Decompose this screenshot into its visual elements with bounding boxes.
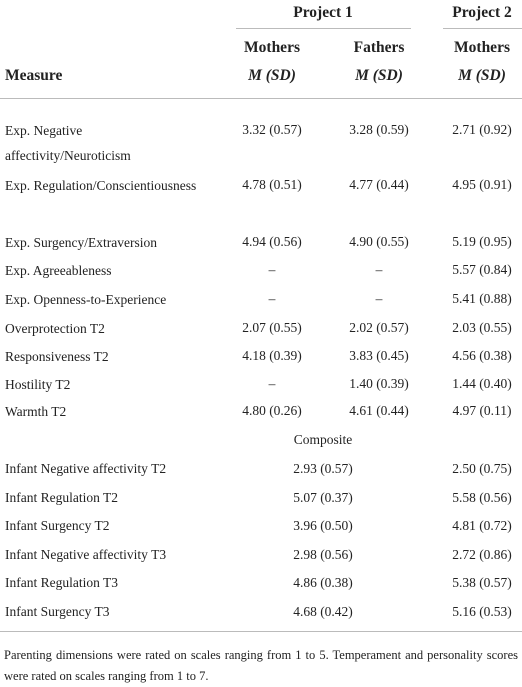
cell: 2.07 (0.55): [242, 320, 302, 335]
row-label: Overprotection T2: [5, 320, 105, 336]
cell: –: [268, 291, 276, 306]
row-label: Infant Surgency T2: [5, 518, 110, 534]
cell: 5.38 (0.57): [452, 575, 512, 591]
cell: 4.97 (0.11): [452, 403, 512, 418]
cell: 5.19 (0.95): [452, 234, 512, 249]
rule: [443, 28, 522, 29]
cell: 4.81 (0.72): [452, 518, 512, 534]
row-label: Infant Surgency T3: [5, 604, 110, 619]
cell: 4.78 (0.51): [242, 177, 302, 192]
row-label: Infant Negative affectivity T3: [5, 546, 167, 562]
cell: 3.96 (0.50): [293, 518, 353, 534]
row-label: Warmth T2: [5, 403, 67, 419]
column-header: Mothers: [454, 39, 510, 56]
row-label: Infant Negative affectivity T2: [5, 461, 167, 476]
cell: 2.98 (0.56): [293, 546, 353, 562]
cell: 2.50 (0.75): [452, 461, 512, 476]
cell: –: [375, 262, 383, 277]
column-header: M (SD): [355, 67, 403, 84]
cell: 3.83 (0.45): [349, 348, 409, 363]
group-header: Project 1: [293, 4, 353, 21]
row-label: Exp. Agreeableness: [5, 262, 112, 278]
section-label: Composite: [293, 432, 353, 447]
cell: 4.95 (0.91): [452, 177, 512, 192]
row-label: Exp. Regulation/Conscientiousness: [5, 177, 197, 193]
cell: 4.80 (0.26): [242, 403, 302, 418]
cell: 4.68 (0.42): [293, 604, 353, 619]
cell: 5.57 (0.84): [452, 262, 512, 277]
row-label: Exp. Openness-to-Experience: [5, 291, 167, 307]
cell: 5.07 (0.37): [293, 489, 353, 505]
cell: 2.03 (0.55): [452, 320, 512, 335]
rule: [236, 28, 411, 29]
cell: 4.56 (0.38): [452, 348, 512, 363]
cell: 4.77 (0.44): [349, 177, 409, 192]
cell: 3.28 (0.59): [349, 122, 409, 137]
row-label: Exp. Negative affectivity/Neuroticism: [5, 122, 131, 163]
row-label: Hostility T2: [5, 376, 71, 392]
cell: 4.61 (0.44): [349, 403, 409, 418]
column-header: Measure: [5, 67, 63, 84]
cell: 4.18 (0.39): [242, 348, 302, 363]
cell: –: [268, 262, 276, 277]
column-header: Fathers: [353, 39, 405, 56]
cell: 1.44 (0.40): [452, 376, 512, 391]
column-header: Mothers: [244, 39, 300, 56]
column-header: M (SD): [248, 67, 296, 84]
column-header: M (SD): [458, 67, 506, 84]
cell: 5.58 (0.56): [452, 489, 512, 505]
cell: –: [268, 376, 276, 391]
cell: 4.90 (0.55): [349, 234, 409, 249]
cell: 1.40 (0.39): [349, 376, 409, 391]
cell: 3.32 (0.57): [242, 122, 302, 137]
group-header: Project 2: [452, 4, 512, 21]
row-label: Exp. Surgency/Extraversion: [5, 234, 157, 250]
cell: 4.94 (0.56): [242, 234, 302, 249]
cell: 2.72 (0.86): [452, 546, 512, 562]
cell: 5.41 (0.88): [452, 291, 512, 306]
cell: 2.93 (0.57): [293, 461, 353, 476]
cell: 5.16 (0.53): [452, 604, 512, 619]
rule: [0, 631, 522, 632]
rule: [0, 98, 522, 99]
cell: 2.02 (0.57): [349, 320, 409, 335]
cell: 2.71 (0.92): [452, 122, 512, 137]
footnote: Parenting dimensions were rated on scale…: [4, 648, 518, 683]
cell: 4.86 (0.38): [293, 575, 353, 591]
row-label: Infant Regulation T3: [5, 575, 118, 591]
row-label: Responsiveness T2: [5, 348, 109, 364]
cell: –: [375, 291, 383, 306]
row-label: Infant Regulation T2: [5, 489, 118, 505]
